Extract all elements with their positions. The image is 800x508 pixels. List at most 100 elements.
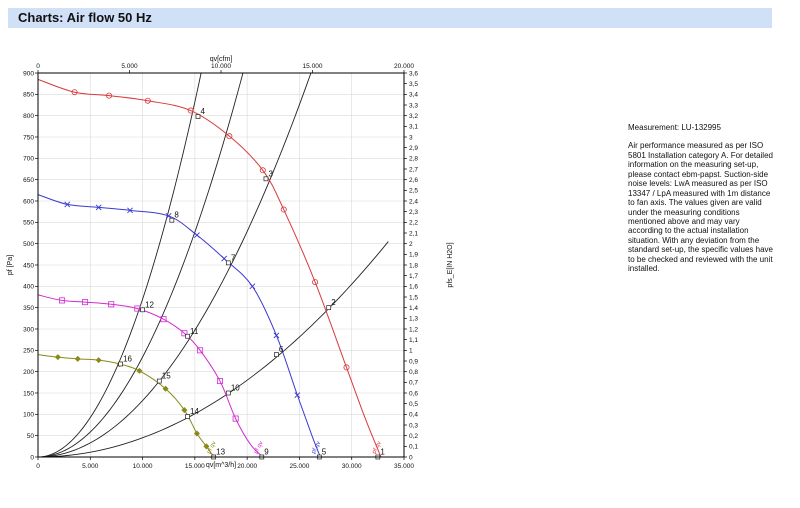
series-marker bbox=[160, 316, 167, 323]
series-marker bbox=[134, 305, 141, 312]
measurement-description: Air performance measured as per ISO 5801… bbox=[628, 141, 773, 274]
y2-tick-label: 0 bbox=[409, 454, 413, 461]
y-tick-label: 150 bbox=[23, 390, 34, 397]
operating-point-label: 3 bbox=[268, 169, 273, 178]
series-marker bbox=[280, 206, 287, 213]
x-tick-label: 0 bbox=[36, 463, 40, 470]
x-tick-label: 25.000 bbox=[289, 463, 309, 470]
y2-tick-label: 2,5 bbox=[409, 188, 418, 195]
y2-tick-label: 2,6 bbox=[409, 177, 418, 184]
operating-point-marker bbox=[225, 390, 231, 396]
series-line bbox=[37, 354, 217, 458]
series-marker bbox=[64, 201, 71, 208]
series-2: pf qv bbox=[37, 194, 322, 458]
y-tick-label: 100 bbox=[23, 412, 34, 419]
y2-tick-label: 3 bbox=[409, 134, 413, 141]
operating-point-marker bbox=[326, 305, 332, 311]
y2-tick-label: 2,3 bbox=[409, 209, 418, 216]
series-marker bbox=[203, 443, 210, 450]
operating-point-label: 7 bbox=[231, 253, 236, 262]
y2-tick-label: 2,4 bbox=[409, 198, 418, 205]
y2-tick-label: 0,8 bbox=[409, 369, 418, 376]
series-marker bbox=[95, 357, 102, 364]
operating-point-marker bbox=[118, 361, 123, 367]
y2-tick-label: 2,8 bbox=[409, 156, 418, 163]
series-marker bbox=[193, 430, 200, 437]
y2-tick-label: 2 bbox=[409, 241, 413, 248]
y2-tick-label: 1,8 bbox=[409, 262, 418, 269]
y-tick-label: 400 bbox=[23, 284, 34, 291]
y2-tick-label: 0,4 bbox=[409, 412, 418, 419]
y2-tick-label: 3,3 bbox=[409, 102, 418, 109]
series-line bbox=[37, 78, 382, 458]
series-marker bbox=[294, 392, 301, 399]
operating-point-marker bbox=[274, 352, 279, 357]
y2-tick-label: 0,6 bbox=[409, 390, 418, 397]
operating-point-marker bbox=[185, 414, 190, 419]
series-line bbox=[37, 194, 321, 458]
series-curves: pf qv pf qv pf qv pf qv bbox=[37, 78, 383, 458]
operating-point-label: 10 bbox=[231, 384, 240, 393]
series-marker bbox=[108, 301, 115, 308]
y-axis-label: pf [Pa] bbox=[7, 255, 14, 275]
series-line bbox=[37, 294, 264, 458]
y2-tick-label: 2,1 bbox=[409, 230, 418, 237]
x2-tick-label: 20.000 bbox=[394, 63, 414, 70]
operating-point-marker bbox=[156, 378, 162, 384]
operating-point-marker bbox=[185, 333, 190, 339]
y2-tick-label: 1,6 bbox=[409, 284, 418, 291]
y2-tick-label: 0,3 bbox=[409, 422, 418, 429]
header-bar: Charts: Air flow 50 Hz bbox=[8, 8, 772, 28]
operating-point-marker bbox=[225, 260, 231, 266]
y-tick-label: 450 bbox=[23, 262, 34, 269]
x2-axis-label: qv[cfm] bbox=[210, 56, 233, 63]
operating-point-label: 16 bbox=[123, 354, 132, 363]
series-marker bbox=[181, 407, 188, 414]
series-marker bbox=[127, 207, 133, 214]
y-tick-label: 300 bbox=[23, 326, 34, 333]
operating-point-label: 11 bbox=[190, 327, 199, 336]
measurement-id: Measurement: LU-132995 bbox=[628, 123, 721, 132]
y2-tick-label: 1,7 bbox=[409, 273, 418, 280]
series-4: pf qv bbox=[37, 354, 218, 458]
series-marker bbox=[249, 283, 256, 290]
series-marker bbox=[71, 89, 78, 96]
x2-tick-label: 15.000 bbox=[303, 63, 323, 70]
series-name-label: pf qv bbox=[206, 441, 217, 455]
x-tick-label: 10.000 bbox=[133, 463, 153, 470]
y2-tick-label: 3,4 bbox=[409, 92, 418, 99]
y2-tick-label: 2,7 bbox=[409, 166, 418, 173]
operating-point-label: 13 bbox=[216, 448, 225, 457]
x-tick-label: 15.000 bbox=[185, 463, 205, 470]
y2-tick-label: 1,4 bbox=[409, 305, 418, 312]
operating-point-label: 12 bbox=[145, 300, 154, 309]
operating-point-label: 5 bbox=[322, 448, 327, 457]
y2-tick-label: 0,7 bbox=[409, 380, 418, 387]
series-marker bbox=[216, 378, 223, 385]
series-marker bbox=[273, 332, 280, 339]
y-tick-label: 0 bbox=[30, 454, 34, 461]
axes: 0501001502002503003504004505005506006507… bbox=[23, 63, 418, 470]
y-tick-label: 200 bbox=[23, 369, 34, 376]
operating-point-marker bbox=[263, 176, 269, 182]
y2-tick-label: 3,2 bbox=[409, 113, 418, 120]
series-marker bbox=[54, 354, 61, 361]
series-name-label: pf qv bbox=[311, 441, 322, 455]
series-marker bbox=[82, 299, 89, 306]
x-axis-label: qv[m^3/h] bbox=[206, 462, 236, 469]
series-marker bbox=[162, 385, 169, 392]
operating-point-label: 2 bbox=[331, 298, 336, 307]
series-marker bbox=[343, 364, 350, 371]
y-tick-label: 350 bbox=[23, 305, 34, 312]
system-curve bbox=[37, 72, 244, 458]
series-marker bbox=[59, 297, 66, 304]
series-marker bbox=[221, 255, 228, 262]
y2-tick-label: 1,9 bbox=[409, 252, 418, 259]
series-marker bbox=[194, 232, 200, 239]
y2-tick-label: 0,5 bbox=[409, 401, 418, 408]
y2-tick-label: 3,5 bbox=[409, 81, 418, 88]
series-name-label: pf qv bbox=[371, 441, 382, 455]
series-marker bbox=[197, 347, 204, 354]
